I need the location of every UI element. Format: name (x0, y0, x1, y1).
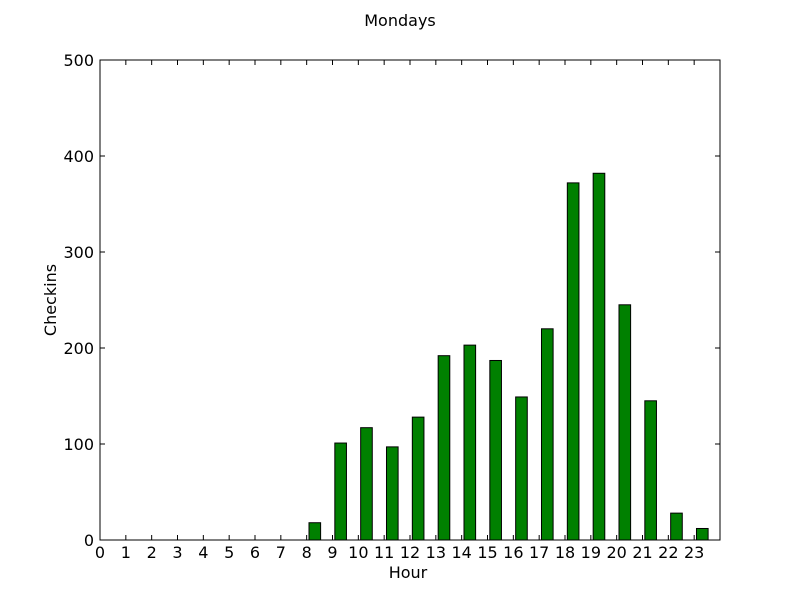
bar-hour-15 (489, 359, 502, 541)
x-tick-label: 12 (400, 543, 420, 562)
x-tick-label: 5 (224, 543, 234, 562)
bar-hour-13 (437, 355, 451, 541)
bar-hour-17 (540, 328, 554, 541)
y-tick-label: 400 (63, 147, 94, 166)
bar-hour-14 (463, 344, 477, 541)
x-tick-label: 20 (606, 543, 626, 562)
plot-frame (99, 59, 721, 541)
x-tick-label: 23 (684, 543, 704, 562)
bar-hour-21 (644, 400, 657, 541)
bar-hour-20 (618, 304, 632, 541)
x-axis-label: Hour (389, 563, 428, 582)
x-tick-label: 21 (632, 543, 652, 562)
x-tick-label: 11 (374, 543, 394, 562)
y-tick-label: 100 (63, 435, 94, 454)
bar-hour-23 (695, 527, 709, 541)
x-tick-label: 19 (581, 543, 601, 562)
bar-hour-18 (566, 182, 580, 541)
x-tick-label: 6 (250, 543, 260, 562)
bar-hour-19 (592, 172, 606, 541)
bars-group (308, 172, 709, 541)
x-tick-label: 0 (95, 543, 105, 562)
x-tick-label: 16 (503, 543, 523, 562)
x-tick-label: 2 (147, 543, 157, 562)
y-axis-label: Checkins (41, 264, 60, 336)
bar-hour-9 (334, 442, 347, 541)
x-tick-label: 17 (529, 543, 549, 562)
x-tick-label: 8 (302, 543, 312, 562)
x-tick-label: 13 (426, 543, 446, 562)
bar-hour-16 (515, 396, 528, 541)
y-tick-label: 500 (63, 51, 94, 70)
x-tick-label: 18 (555, 543, 575, 562)
x-tick-label: 4 (198, 543, 208, 562)
x-tick-label: 14 (451, 543, 471, 562)
x-tick-label: 7 (276, 543, 286, 562)
chart-title: Mondays (364, 11, 436, 30)
x-tick-label: 22 (658, 543, 678, 562)
x-tick-label: 10 (348, 543, 368, 562)
bar-hour-11 (385, 446, 399, 541)
y-tick-label: 200 (63, 339, 94, 358)
x-tick-label: 1 (121, 543, 131, 562)
x-tick-label: 3 (172, 543, 182, 562)
y-tick-label: 300 (63, 243, 94, 262)
bar-hour-22 (670, 512, 683, 541)
x-tick-label: 15 (477, 543, 497, 562)
bar-hour-12 (411, 416, 425, 541)
x-tick-label: 9 (327, 543, 337, 562)
y-tick-label: 0 (84, 531, 94, 550)
bar-hour-10 (360, 427, 373, 541)
bar-hour-8 (308, 522, 322, 541)
